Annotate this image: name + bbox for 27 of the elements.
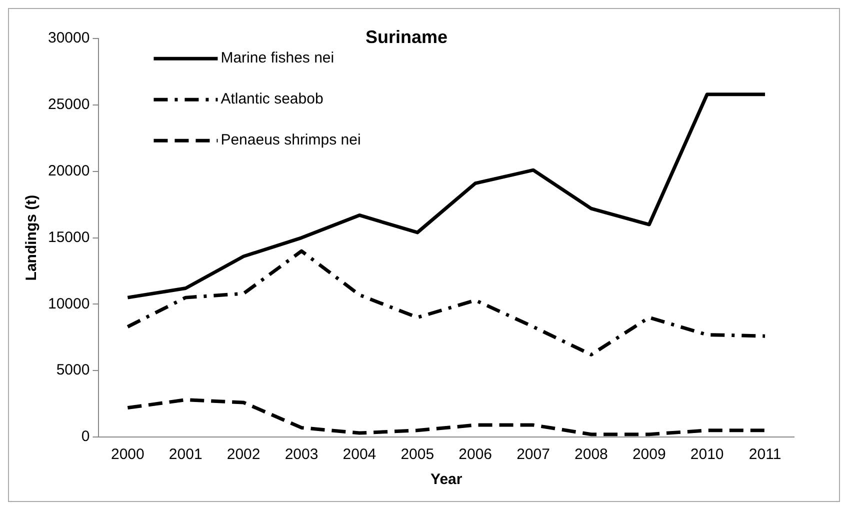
x-tick-label: 2007 — [516, 446, 550, 464]
legend-label: Atlantic seabob — [220, 90, 324, 108]
x-tick-label: 2010 — [690, 446, 724, 464]
legend-label: Marine fishes nei — [220, 50, 334, 67]
y-tick-label: 30000 — [48, 30, 90, 47]
y-tick-label: 0 — [81, 428, 90, 446]
y-tick-label: 25000 — [48, 96, 90, 114]
chart-title: Suriname — [365, 26, 448, 47]
x-tick-label: 2008 — [574, 446, 608, 464]
x-tick-label: 2006 — [458, 446, 492, 464]
y-tick-label: 10000 — [48, 295, 90, 312]
x-tick-label: 2011 — [748, 446, 782, 464]
y-tick-label: 20000 — [48, 162, 90, 180]
x-tick-label: 2009 — [632, 446, 666, 464]
x-tick-label: 2003 — [284, 446, 318, 464]
legend-label: Penaeus shrimps nei — [220, 132, 361, 149]
x-tick-label: 2000 — [110, 446, 144, 464]
x-axis-title: Year — [430, 471, 462, 488]
x-tick-label: 2002 — [226, 446, 260, 464]
x-tick-label: 2005 — [400, 446, 434, 464]
y-tick-label: 15000 — [48, 228, 90, 246]
x-tick-label: 2004 — [342, 446, 376, 464]
y-tick-label: 5000 — [56, 362, 90, 379]
line-series — [126, 249, 767, 356]
y-axis-title: Landings (t) — [23, 194, 40, 281]
x-tick-label: 2001 — [168, 446, 202, 464]
line-series — [126, 398, 767, 436]
